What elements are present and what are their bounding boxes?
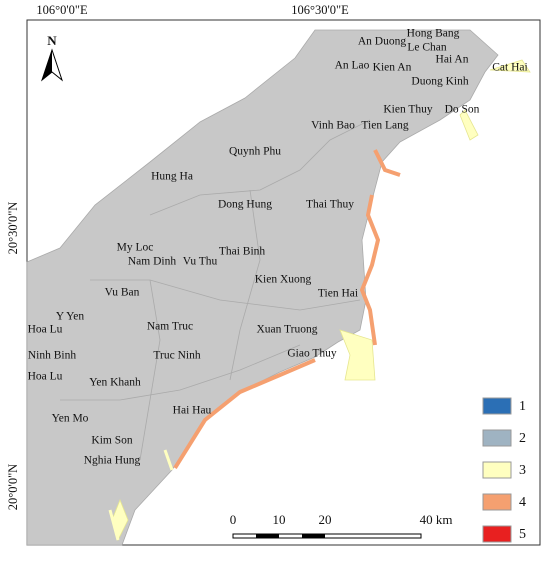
scale-bar-segment (302, 534, 325, 538)
place-label: Hai Hau (173, 405, 212, 417)
place-label: Dong Hung (218, 199, 272, 211)
place-label: Quynh Phu (229, 146, 281, 158)
place-label: Nam Dinh (128, 256, 176, 268)
legend-label: 2 (519, 431, 526, 446)
legend: 1 2 3 4 5 (482, 397, 526, 543)
place-label: Hai An (436, 54, 469, 66)
legend-swatch (482, 461, 512, 479)
place-label: Duong Kinh (411, 76, 468, 88)
legend-label: 5 (519, 527, 526, 542)
place-label: Vinh Bao (311, 120, 355, 132)
scale-bar-rect (232, 533, 422, 539)
coast-yellow (111, 59, 531, 542)
legend-label: 1 (519, 399, 526, 414)
place-label: Xuan Truong (256, 324, 317, 336)
legend-swatch (482, 493, 512, 511)
place-label: An Lao (335, 60, 370, 72)
place-label: Nam Truc (147, 321, 193, 333)
place-label: Kien Xuong (255, 274, 312, 286)
scale-label: 40 km (420, 512, 453, 527)
place-label: Tien Lang (361, 120, 408, 132)
place-label: Thai Thuy (306, 199, 354, 211)
scale-label: 20 (319, 512, 332, 527)
place-label: Hong Bang (407, 28, 460, 40)
scale-label: 0 (230, 512, 237, 527)
legend-label: 3 (519, 463, 526, 478)
place-label: Yen Khanh (89, 377, 141, 389)
place-label: Ninh Binh (28, 350, 76, 362)
district-boundaries (60, 119, 371, 461)
legend-swatch (482, 397, 512, 415)
place-label: Do Son (445, 104, 480, 116)
place-label: Hoa Lu (28, 371, 63, 383)
place-label: Vu Thu (183, 256, 218, 268)
latitude-label: 20°30'0"N (6, 202, 20, 255)
longitude-label: 106°0'0"E (36, 3, 88, 17)
legend-label: 4 (519, 495, 526, 510)
place-label: An Duong (358, 36, 406, 48)
place-label: Tien Hai (318, 288, 358, 300)
place-label: Thai Binh (219, 246, 266, 258)
coast-yellow-line (108, 449, 174, 541)
place-label: Nghia Hung (84, 455, 141, 467)
place-label: Giao Thuy (287, 348, 337, 360)
place-label: Le Chan (407, 42, 447, 54)
place-label: Cat Hai (492, 62, 527, 74)
place-label: Yen Mo (52, 413, 89, 425)
place-label: Kim Son (91, 435, 132, 447)
scale-bar: 0 10 20 40 km (230, 512, 453, 539)
legend-swatch (482, 429, 512, 447)
scale-label: 10 (273, 512, 286, 527)
north-label: N (47, 33, 57, 48)
north-arrow-half (42, 50, 52, 80)
place-label: Kien Thuy (383, 104, 433, 116)
place-label: Kien An (373, 62, 412, 74)
scale-bar-segment (256, 534, 279, 538)
place-label: Truc Ninh (153, 350, 200, 362)
legend-swatch (482, 525, 512, 543)
place-label: My Loc (117, 242, 154, 254)
place-label: Y Yen (56, 311, 85, 323)
place-label: Hung Ha (151, 171, 193, 183)
latitude-label: 20°0'0"N (6, 464, 20, 510)
place-label: Hoa Lu (28, 324, 63, 336)
coast-orange (173, 149, 401, 470)
place-label: Vu Ban (105, 287, 140, 299)
longitude-label: 106°30'0"E (291, 3, 349, 17)
